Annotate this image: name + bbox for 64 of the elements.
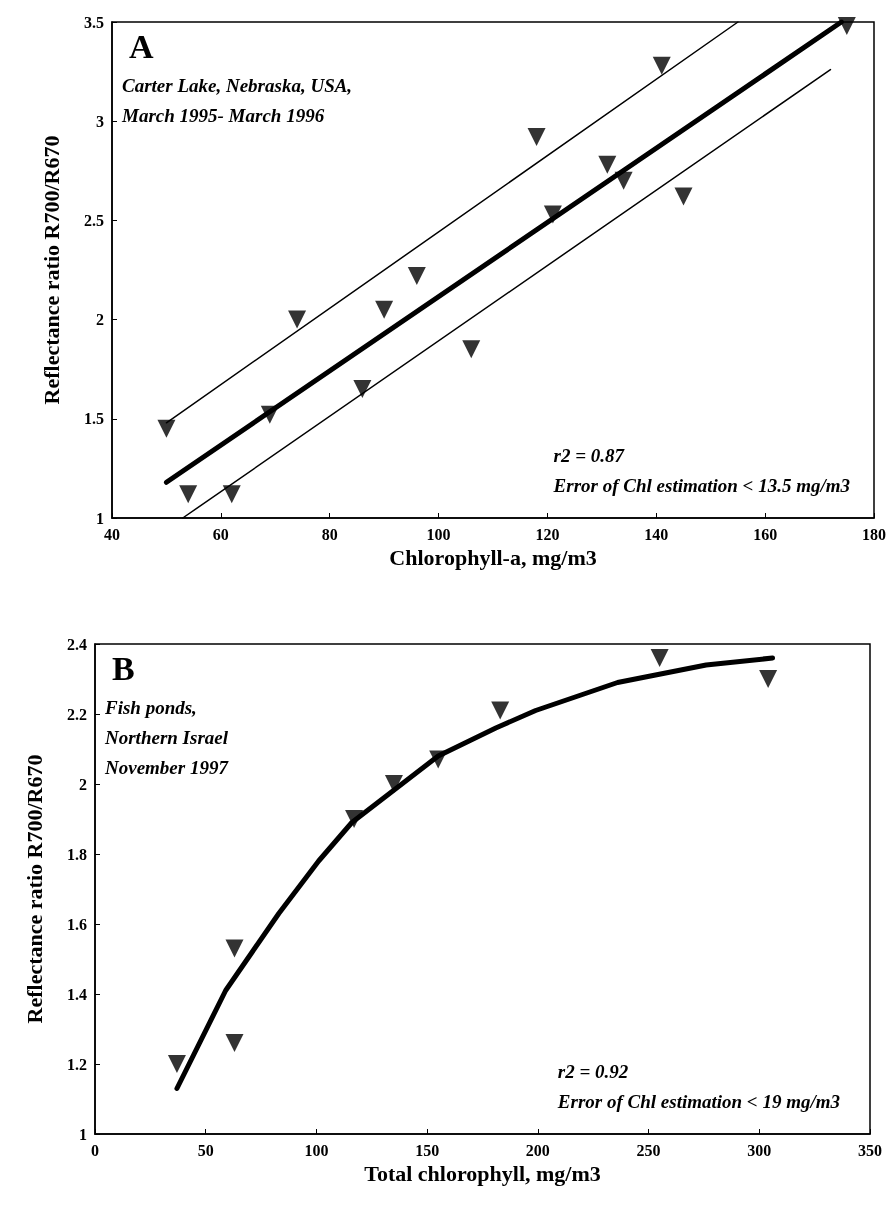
y-tick-label: 1.5 — [84, 410, 104, 428]
y-tick-label: 2.5 — [84, 211, 104, 229]
point — [179, 485, 198, 504]
point — [157, 419, 176, 438]
y-tick-label: 2.4 — [67, 635, 87, 653]
y-tick-label: 1 — [96, 509, 104, 527]
x-axis-title: Total chlorophyll, mg/m3 — [364, 1161, 601, 1187]
annotation: r2 = 0.87 Error of Chl estimation < 13.5 mg/m3 — [552, 444, 850, 496]
point — [345, 810, 364, 828]
point — [462, 340, 481, 359]
annotation: Carter Lake, Nebraska, USA, March 1995- March 1996 — [121, 74, 353, 126]
x-tick-label: 80 — [321, 525, 338, 543]
annotation: r2 = 0.92 Error of Chl estimation < 19 mg/m3 — [556, 1060, 840, 1112]
point — [759, 670, 778, 688]
point — [614, 171, 633, 190]
x-tick-label: 60 — [212, 525, 229, 543]
y-tick-label: 2 — [79, 775, 87, 793]
point — [353, 380, 372, 399]
point — [598, 155, 617, 174]
point — [225, 1034, 244, 1052]
y-tick-label: 1.4 — [67, 985, 87, 1003]
point — [375, 300, 394, 319]
x-tick-label: 100 — [304, 1141, 329, 1159]
y-tick-label: 2.2 — [67, 705, 87, 723]
x-axis-title: Chlorophyll-a, mg/m3 — [389, 545, 597, 571]
point — [674, 187, 693, 206]
point — [650, 649, 669, 667]
y-axis-title: Reflectance ratio R700/R670 — [38, 135, 64, 405]
x-tick-label: 350 — [858, 1141, 882, 1159]
x-tick-label: 160 — [753, 525, 778, 543]
y-tick-label: 1.6 — [67, 915, 87, 933]
y-axis-title: Reflectance ratio R700/R670 — [21, 754, 47, 1024]
x-tick-label: 180 — [862, 525, 886, 543]
x-tick-label: 40 — [104, 525, 120, 543]
x-tick-label: 50 — [197, 1141, 214, 1159]
point — [167, 1055, 186, 1073]
point — [491, 701, 510, 720]
y-tick-label: 1 — [79, 1125, 87, 1143]
y-tick-label: 3 — [96, 112, 104, 130]
y-tick-label: 1.2 — [67, 1055, 87, 1073]
x-tick-label: 100 — [426, 525, 451, 543]
x-tick-label: 300 — [747, 1141, 772, 1159]
point — [260, 405, 279, 424]
y-tick-label: 2 — [96, 311, 104, 329]
point — [543, 205, 562, 224]
x-tick-label: 140 — [644, 525, 669, 543]
point — [407, 266, 426, 285]
x-tick-label: 150 — [415, 1141, 440, 1159]
point — [384, 775, 403, 793]
point — [527, 128, 546, 147]
x-tick-label: 250 — [636, 1141, 661, 1159]
chart-title: B — [112, 649, 135, 687]
chart-title: A — [129, 27, 154, 65]
y-tick-label: 1.8 — [67, 845, 87, 863]
point — [652, 56, 671, 75]
point — [288, 310, 307, 329]
point — [222, 485, 241, 504]
x-tick-label: 120 — [535, 525, 560, 543]
x-tick-label: 200 — [525, 1141, 550, 1159]
y-tick-label: 3.5 — [84, 13, 104, 31]
point — [837, 16, 856, 35]
point — [225, 939, 244, 958]
x-tick-label: 0 — [91, 1141, 99, 1159]
annotation: Fish ponds, Northern Israel November 1997 — [104, 696, 230, 778]
